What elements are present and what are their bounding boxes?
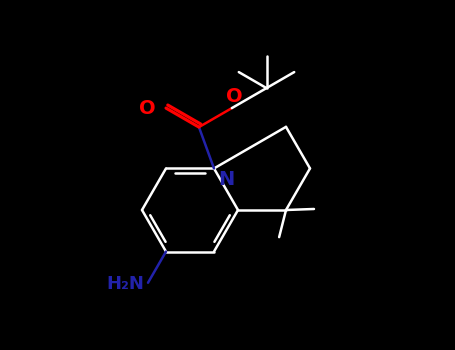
Text: O: O	[226, 87, 242, 106]
Text: N: N	[218, 170, 234, 189]
Text: H₂N: H₂N	[106, 275, 144, 293]
Text: O: O	[139, 99, 156, 118]
